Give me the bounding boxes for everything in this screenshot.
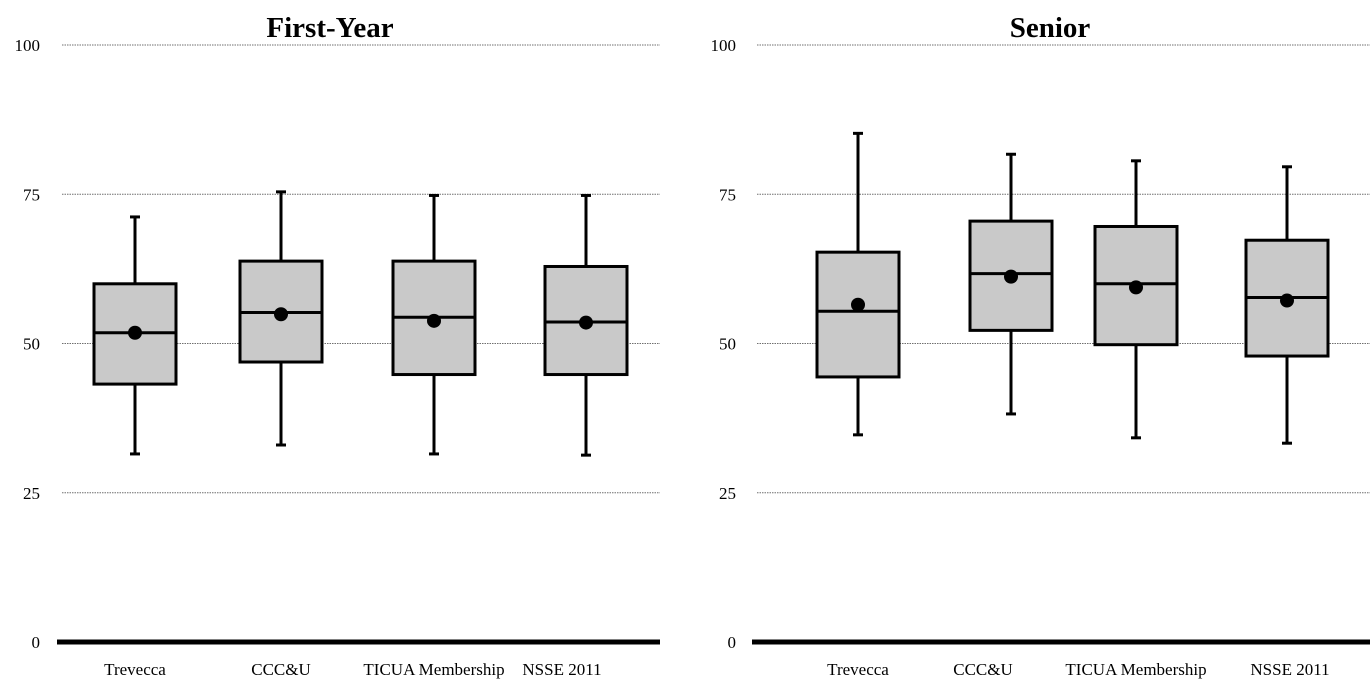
first-year-y-tick-label-0: 0 xyxy=(32,633,41,652)
senior-box-1 xyxy=(815,131,901,437)
first-year-box-3 xyxy=(391,193,477,456)
senior-x-category-label-1: Trevecca xyxy=(827,660,889,679)
first-year-x-category-label-1: Trevecca xyxy=(104,660,166,679)
senior-y-tick-label-75: 75 xyxy=(719,185,736,204)
first-year-box-4 xyxy=(543,193,629,457)
senior-x-category-label-4: NSSE 2011 xyxy=(1250,660,1329,679)
senior-mean-marker-1 xyxy=(851,297,865,312)
senior-y-tick-label-100: 100 xyxy=(711,36,737,55)
senior-box-2 xyxy=(968,152,1054,416)
first-year-y-tick-label-100: 100 xyxy=(15,36,41,55)
first-year-mean-marker-1 xyxy=(128,325,142,340)
senior-y-tick-label-50: 50 xyxy=(719,335,736,354)
senior-x-category-label-3: TICUA Membership xyxy=(1065,660,1206,679)
senior-boxplot: Senior 0 25 50 75 100 Trevecca CCC&U TICUA Membe… xyxy=(711,12,1370,679)
first-year-x-category-label-3: TICUA Membership xyxy=(363,660,504,679)
first-year-chart-panel: First-Year 0 25 50 75 100 Trevecca CCC&U TICUA M… xyxy=(0,0,680,687)
first-year-y-tick-label-25: 25 xyxy=(23,484,40,503)
senior-chart-panel: Senior 0 25 50 75 100 Trevecca CCC&U TICUA Membe… xyxy=(690,0,1372,687)
senior-box-3 xyxy=(1093,159,1179,440)
senior-mean-marker-4 xyxy=(1280,293,1294,308)
first-year-x-category-label-2: CCC&U xyxy=(251,660,311,679)
senior-y-tick-label-25: 25 xyxy=(719,484,736,503)
senior-chart-title: Senior xyxy=(1010,12,1091,44)
senior-mean-marker-3 xyxy=(1129,280,1143,295)
first-year-y-tick-label-75: 75 xyxy=(23,185,40,204)
senior-mean-marker-2 xyxy=(1004,269,1018,284)
first-year-mean-marker-4 xyxy=(579,315,593,330)
first-year-box-2 xyxy=(238,190,324,447)
first-year-box-1 xyxy=(92,215,178,456)
senior-iqr-box-1 xyxy=(815,250,901,379)
first-year-chart-title: First-Year xyxy=(266,12,393,44)
first-year-y-tick-label-50: 50 xyxy=(23,335,40,354)
first-year-boxplot: First-Year 0 25 50 75 100 Trevecca CCC&U TICUA M… xyxy=(15,12,660,679)
first-year-mean-marker-3 xyxy=(427,313,441,328)
senior-box-4 xyxy=(1244,165,1330,445)
senior-y-tick-label-0: 0 xyxy=(728,633,737,652)
first-year-mean-marker-2 xyxy=(274,307,288,322)
first-year-x-category-label-4: NSSE 2011 xyxy=(522,660,601,679)
senior-x-category-label-2: CCC&U xyxy=(953,660,1013,679)
